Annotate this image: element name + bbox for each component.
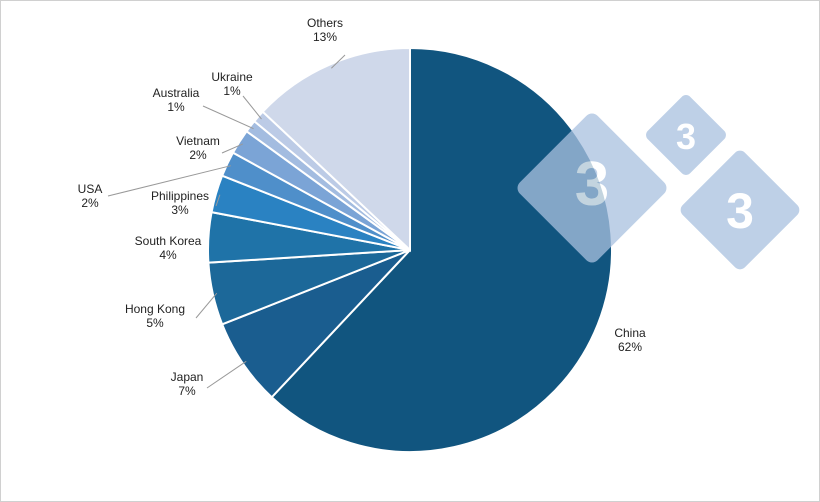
slice-name: Ukraine (211, 70, 253, 84)
slice-value: 1% (223, 84, 241, 98)
slice-name: USA (78, 182, 103, 196)
leader-line (206, 360, 247, 389)
watermark-diamond (517, 113, 667, 263)
slice-label: Philippines 3% (151, 189, 209, 217)
watermark-diamond (646, 95, 726, 175)
slice-label: South Korea 4% (135, 234, 202, 262)
slice-name: Others (307, 16, 343, 30)
leader-line (107, 165, 231, 197)
slice-value: 62% (618, 340, 642, 354)
leader-line (331, 54, 346, 69)
slice-value: 13% (313, 30, 337, 44)
slice-label: Hong Kong 5% (125, 302, 185, 330)
watermark-text: 3 (726, 183, 754, 239)
leader-line (195, 292, 218, 319)
slice-value: 2% (189, 148, 207, 162)
leader-line (215, 194, 221, 207)
slice-value: 1% (167, 100, 185, 114)
slice-value: 2% (81, 196, 99, 210)
slice-name: Hong Kong (125, 302, 185, 316)
pie-slice (261, 46, 411, 253)
slice-label: Australia 1% (153, 86, 200, 114)
slice-name: Vietnam (176, 134, 220, 148)
slice-value: 7% (178, 384, 196, 398)
slice-value: 3% (171, 203, 189, 217)
slice-name: Japan (171, 370, 204, 384)
slice-name: Australia (153, 86, 200, 100)
slice-label: China 62% (614, 326, 646, 354)
slice-label: Others 13% (307, 16, 343, 44)
watermark-text: 3 (575, 150, 609, 219)
watermark-diamond (680, 150, 800, 270)
slice-name: Philippines (151, 189, 209, 203)
slice-name: China (614, 326, 646, 340)
pie-slice (270, 46, 613, 453)
pie (207, 46, 613, 453)
slice-label: Ukraine 1% (211, 70, 253, 98)
leader-line (221, 143, 244, 154)
slice-label: Vietnam 2% (176, 134, 220, 162)
watermark-text: 3 (676, 116, 696, 157)
slice-label: Japan 7% (171, 370, 204, 398)
watermark: 3 3 3 (517, 95, 800, 270)
slice-value: 5% (146, 316, 164, 330)
slice-value: 4% (159, 248, 177, 262)
slice-label: USA 2% (78, 182, 103, 210)
slice-name: South Korea (135, 234, 202, 248)
leader-line (242, 95, 262, 120)
leader-line (202, 105, 254, 130)
